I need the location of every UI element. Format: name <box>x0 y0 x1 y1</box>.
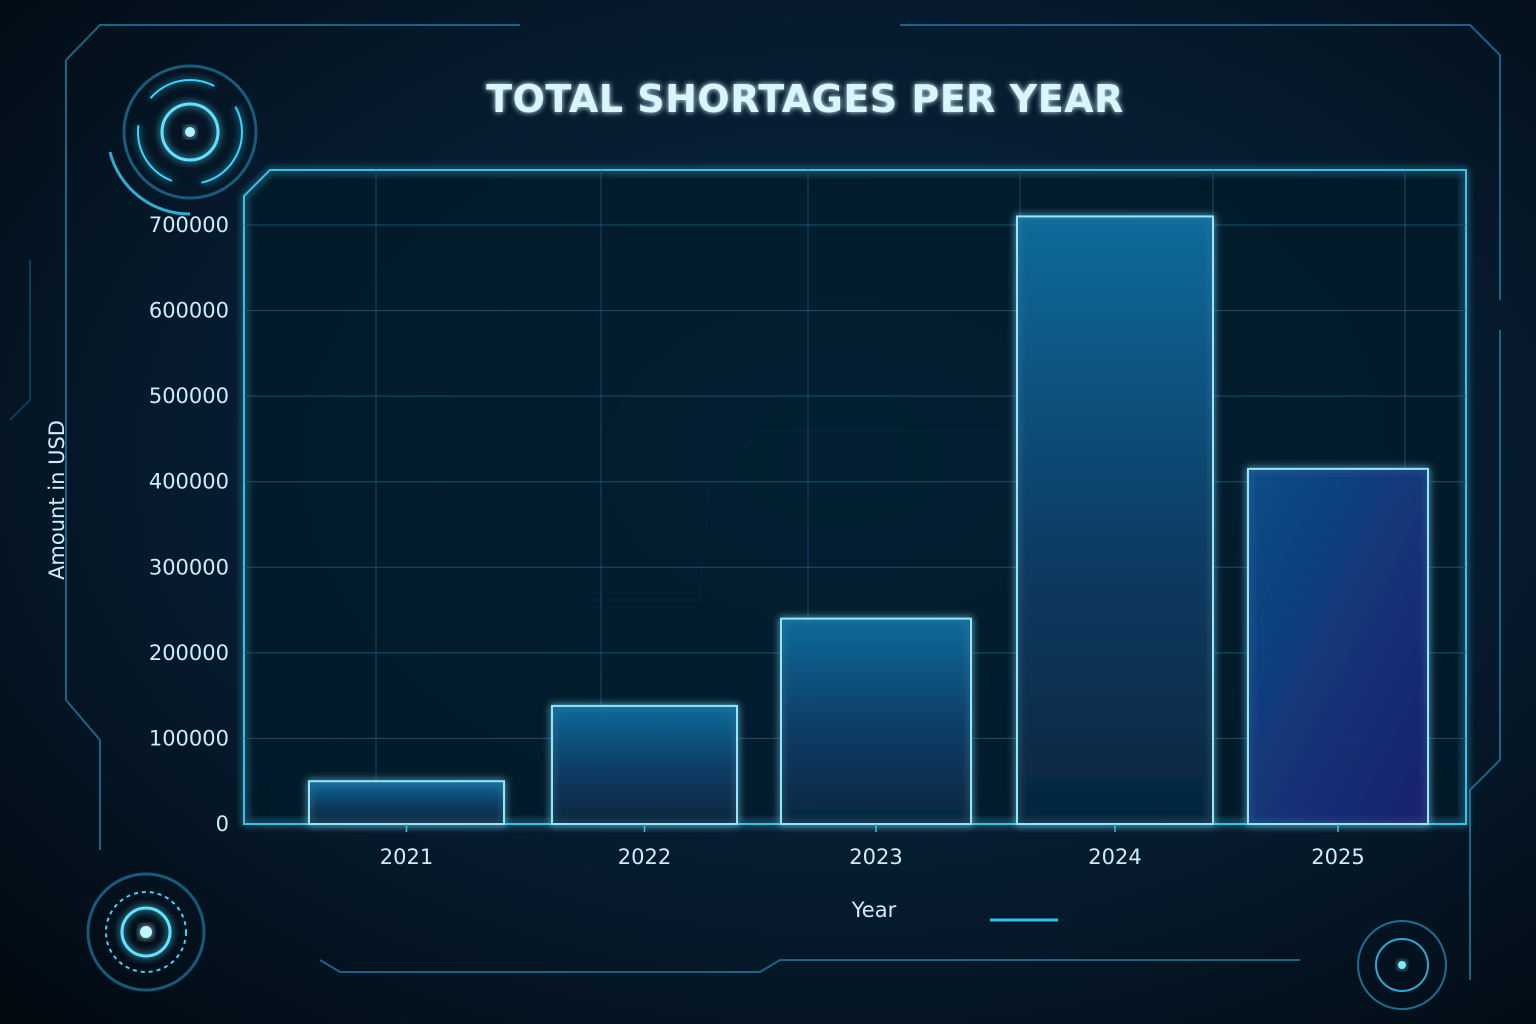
y-tick-label: 700000 <box>149 213 229 237</box>
radar-ring-icon <box>108 64 258 216</box>
x-tick-label: 2025 <box>1311 845 1364 869</box>
x-tick-label: 2024 <box>1088 845 1141 869</box>
y-tick-label: 0 <box>216 812 229 836</box>
y-tick-label: 600000 <box>149 299 229 323</box>
y-tick-label: 400000 <box>149 470 229 494</box>
target-dial-icon <box>86 872 206 992</box>
y-tick-label: 100000 <box>149 726 229 750</box>
frame-right-trace <box>1469 330 1501 980</box>
x-axis-ticks: 2021 2022 2023 2024 2025 <box>380 824 1365 869</box>
y-tick-label: 200000 <box>149 641 229 665</box>
frame-bottom-trace <box>319 959 1300 973</box>
y-axis-label: Amount in USD <box>45 420 69 580</box>
x-axis-label: Year <box>851 898 897 922</box>
target-dial-icon-right <box>1357 920 1447 1010</box>
bar-2022 <box>551 704 738 826</box>
y-axis-ticks: 0 100000 200000 300000 400000 500000 600000 700… <box>149 213 229 836</box>
x-tick-label: 2022 <box>618 845 671 869</box>
bar-2025 <box>1247 467 1429 825</box>
bar-2023 <box>780 617 972 826</box>
x-tick-label: 2021 <box>380 845 433 869</box>
x-tick-label: 2023 <box>849 845 902 869</box>
chart-title: TOTAL SHORTAGES PER YEAR <box>486 77 1124 121</box>
frame-top-trace <box>65 24 1501 300</box>
frame-left-trace <box>65 60 101 850</box>
y-tick-label: 300000 <box>149 555 229 579</box>
y-tick-label: 500000 <box>149 384 229 408</box>
bars <box>308 215 1429 826</box>
bar-2024 <box>1016 215 1214 825</box>
circuit-trace-icon <box>9 260 31 421</box>
bar-2021 <box>308 780 505 826</box>
